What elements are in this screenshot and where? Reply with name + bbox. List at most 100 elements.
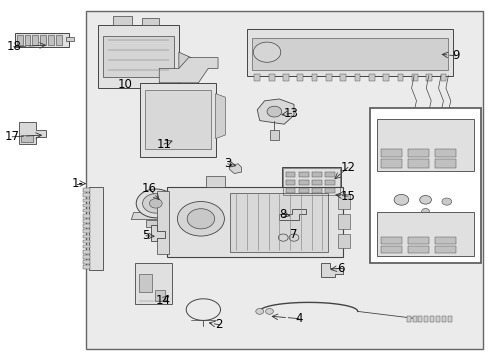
Bar — [435, 149, 456, 157]
Bar — [83, 193, 90, 197]
Bar — [83, 204, 90, 207]
Bar — [282, 167, 341, 196]
Bar — [383, 74, 389, 81]
Bar — [381, 246, 402, 253]
Bar — [83, 188, 90, 192]
Bar — [135, 263, 171, 304]
Text: 18: 18 — [6, 40, 21, 53]
Bar — [15, 33, 69, 47]
Circle shape — [253, 42, 281, 62]
Bar — [247, 29, 453, 76]
Bar — [83, 214, 90, 217]
Polygon shape — [19, 122, 46, 144]
Circle shape — [136, 189, 175, 218]
Bar — [270, 130, 279, 140]
Bar — [381, 237, 402, 244]
Bar — [83, 209, 90, 212]
Bar — [269, 74, 274, 81]
Bar — [145, 90, 211, 149]
Bar — [408, 246, 429, 253]
Bar — [381, 149, 402, 157]
Circle shape — [266, 309, 273, 314]
Bar — [435, 246, 456, 253]
Circle shape — [421, 208, 429, 214]
Bar — [83, 245, 90, 248]
Bar — [408, 149, 429, 157]
Bar — [312, 188, 322, 193]
Bar — [89, 187, 103, 270]
Bar — [325, 188, 335, 193]
Text: 17: 17 — [5, 130, 20, 143]
Circle shape — [419, 195, 432, 204]
Bar — [83, 224, 90, 228]
Bar — [83, 250, 90, 253]
Bar — [435, 237, 456, 244]
Circle shape — [278, 234, 288, 241]
Bar — [312, 74, 318, 81]
Bar — [83, 260, 90, 264]
Bar — [412, 74, 418, 81]
Bar — [370, 108, 481, 263]
Bar — [338, 194, 350, 209]
Bar — [157, 191, 169, 254]
Bar — [283, 74, 289, 81]
Text: 3: 3 — [224, 157, 232, 170]
Bar — [435, 159, 456, 168]
Polygon shape — [131, 212, 180, 220]
Bar — [426, 74, 432, 81]
Polygon shape — [206, 176, 225, 187]
Polygon shape — [321, 263, 343, 277]
Bar — [355, 74, 361, 81]
Bar — [83, 229, 90, 233]
Bar — [424, 316, 428, 322]
Text: 16: 16 — [142, 183, 157, 195]
Bar — [17, 35, 23, 45]
Bar — [139, 274, 152, 292]
Bar — [377, 212, 474, 256]
Bar — [155, 290, 165, 301]
Bar — [56, 35, 62, 45]
Polygon shape — [66, 37, 74, 41]
Bar — [338, 234, 350, 248]
Bar — [286, 172, 295, 177]
Circle shape — [410, 109, 418, 115]
Text: 8: 8 — [279, 208, 287, 221]
Bar — [83, 219, 90, 223]
Circle shape — [425, 109, 433, 115]
Bar — [325, 172, 335, 177]
Polygon shape — [179, 52, 191, 74]
Text: 5: 5 — [142, 229, 150, 242]
Bar — [418, 316, 422, 322]
Bar — [326, 74, 332, 81]
Bar — [254, 74, 260, 81]
Bar — [252, 38, 448, 70]
Text: 7: 7 — [290, 228, 298, 240]
Polygon shape — [279, 209, 306, 220]
Bar — [381, 159, 402, 168]
Bar — [140, 83, 216, 157]
Text: 9: 9 — [452, 49, 460, 62]
Bar — [286, 180, 295, 185]
Bar — [442, 316, 446, 322]
Text: 4: 4 — [295, 312, 303, 325]
Bar — [397, 74, 403, 81]
Text: 13: 13 — [284, 107, 299, 120]
Circle shape — [187, 209, 215, 229]
Bar — [142, 18, 159, 25]
Text: 15: 15 — [341, 190, 355, 203]
Circle shape — [177, 202, 224, 236]
Polygon shape — [159, 58, 218, 83]
Text: 12: 12 — [341, 161, 355, 174]
Bar — [338, 214, 350, 229]
Polygon shape — [216, 94, 225, 139]
Polygon shape — [229, 164, 242, 174]
Bar — [24, 35, 30, 45]
Bar — [441, 74, 446, 81]
Bar — [83, 265, 90, 269]
Text: 14: 14 — [156, 294, 171, 307]
Text: 1-: 1- — [72, 177, 83, 190]
Bar — [83, 240, 90, 243]
Bar — [448, 316, 452, 322]
Circle shape — [289, 234, 299, 241]
Circle shape — [394, 194, 409, 205]
